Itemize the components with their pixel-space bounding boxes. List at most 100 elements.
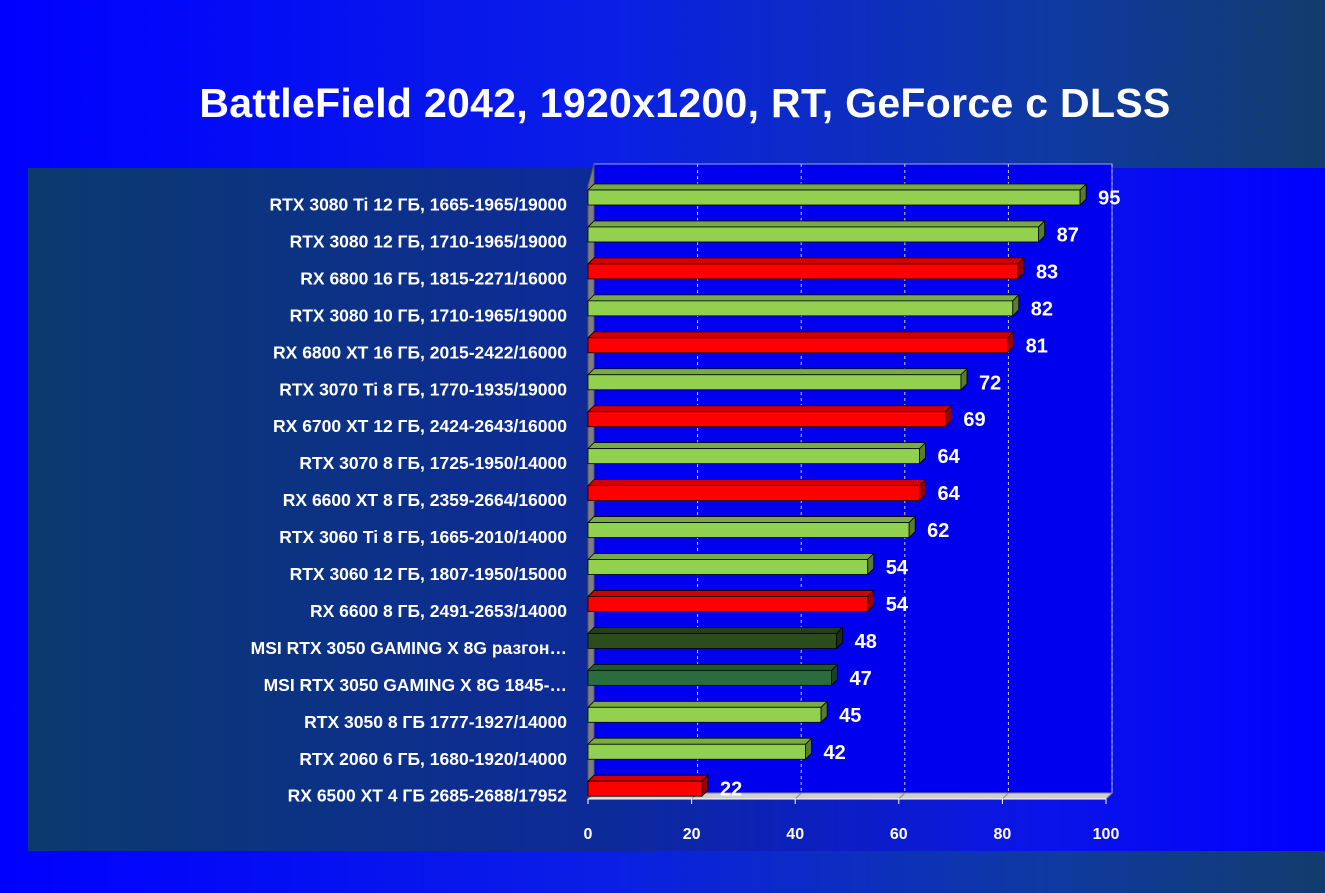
data-label: 81	[1026, 335, 1048, 357]
bar-front-face	[587, 559, 869, 575]
bar-end-face	[945, 404, 952, 428]
bar-front-face	[587, 411, 946, 428]
category-label: RTX 3060 Ti 8 ГБ, 1665-2010/14000	[279, 527, 567, 547]
category-label: RX 6800 XT 16 ГБ, 2015-2422/16000	[273, 342, 567, 362]
bar	[587, 663, 839, 687]
bar-top-face	[587, 368, 968, 376]
bar-top-face	[587, 553, 875, 560]
data-label: 54	[886, 594, 909, 616]
x-tick-label: 0	[584, 826, 593, 843]
data-label: 54	[886, 557, 909, 579]
bar-front-face	[587, 337, 1008, 354]
bar-front-face	[587, 522, 910, 538]
data-label: 64	[938, 446, 961, 468]
x-tick-label: 80	[994, 826, 1012, 843]
data-label: 87	[1057, 224, 1079, 246]
bar-top-face	[587, 627, 844, 634]
bar-top-face	[587, 737, 813, 745]
data-label: 48	[855, 631, 877, 653]
category-label: RX 6600 8 ГБ, 2491-2653/14000	[310, 601, 567, 621]
category-label: RTX 2060 6 ГБ, 1680-1920/14000	[299, 749, 567, 769]
bar-end-face	[867, 589, 875, 613]
bar-end-face	[1079, 183, 1087, 206]
bar	[587, 737, 813, 761]
bar-top-face	[587, 479, 927, 487]
category-label: RTX 3060 12 ГБ, 1807-1950/15000	[290, 564, 568, 584]
bar-top-face	[587, 405, 953, 413]
category-label: MSI RTX 3050 GAMING X 8G разгон…	[251, 638, 567, 658]
data-label: 64	[938, 483, 961, 505]
bar-front-face	[587, 485, 920, 502]
bar-front-face	[587, 596, 869, 612]
bar	[587, 293, 1020, 317]
data-label: 69	[963, 409, 985, 431]
data-label: 22	[720, 779, 742, 801]
bar-front-face	[587, 448, 920, 465]
data-label: 42	[824, 742, 846, 764]
bar-end-face	[919, 441, 926, 465]
bar-layer	[587, 183, 1088, 798]
bar-top-face	[587, 590, 875, 597]
bar-end-face	[701, 774, 709, 798]
data-label: 47	[849, 668, 871, 690]
bar-end-face	[836, 626, 844, 650]
data-label: 82	[1031, 298, 1053, 320]
bar-top-face	[587, 516, 917, 523]
bar-end-face	[919, 478, 926, 502]
bar	[587, 330, 1015, 354]
chart-title: BattleField 2042, 1920x1200, RT, GeForce…	[199, 80, 1171, 126]
data-label: 45	[839, 705, 861, 727]
bar-front-face	[587, 189, 1081, 206]
bar-end-face	[960, 367, 968, 391]
category-label: RTX 3070 8 ГБ, 1725-1950/14000	[299, 453, 567, 473]
bar-front-face	[587, 669, 832, 686]
bar-front-face	[587, 706, 822, 723]
bar-top-face	[587, 663, 839, 671]
bar	[587, 478, 927, 502]
bar-front-face	[587, 780, 703, 797]
bar	[587, 183, 1088, 206]
category-label: RX 6700 XT 12 ГБ, 2424-2643/16000	[273, 416, 567, 436]
x-tick-label: 40	[786, 826, 804, 843]
data-label: 62	[927, 520, 949, 542]
bar	[587, 774, 709, 798]
bar	[587, 700, 829, 724]
category-label: RX 6800 16 ГБ, 1815-2271/16000	[300, 268, 567, 288]
gridline-floor	[1002, 792, 1009, 800]
gridline-floor	[794, 792, 802, 800]
bar	[587, 515, 917, 539]
data-label: 83	[1036, 261, 1058, 283]
gridline-floor	[898, 792, 906, 800]
category-label: RX 6500 XT 4 ГБ 2685-2688/17952	[288, 786, 568, 806]
category-label: RX 6600 XT 8 ГБ, 2359-2664/16000	[283, 490, 567, 510]
bar-end-face	[867, 552, 875, 576]
category-label: RTX 3070 Ti 8 ГБ, 1770-1935/19000	[279, 379, 567, 399]
bar-top-face	[587, 220, 1046, 228]
x-tick-label: 60	[890, 826, 908, 843]
bar-end-face	[820, 700, 828, 724]
bar-top-face	[587, 331, 1015, 339]
bar-top-face	[587, 700, 829, 708]
bar	[587, 552, 875, 576]
bar	[587, 404, 953, 428]
category-label: RTX 3080 10 ГБ, 1710-1965/19000	[290, 305, 568, 325]
bar-top-face	[587, 774, 709, 782]
bar-front-face	[587, 633, 838, 649]
bar-end-face	[1012, 293, 1020, 317]
bar	[587, 367, 968, 391]
bar-end-face	[805, 737, 812, 761]
gridline-floor	[1105, 792, 1113, 800]
bar-top-face	[587, 257, 1025, 265]
axis-layer: 0 20 40 60 80 100	[584, 798, 1120, 843]
bar-front-face	[587, 263, 1019, 280]
bar-front-face	[587, 743, 806, 760]
category-label: RTX 3050 8 ГБ 1777-1927/14000	[304, 712, 567, 732]
x-tick-label: 20	[683, 826, 701, 843]
data-label: 72	[979, 372, 1001, 394]
x-tick-label: 100	[1093, 826, 1120, 843]
category-label: RTX 3080 Ti 12 ГБ, 1665-1965/19000	[269, 195, 567, 215]
bar-top-face	[587, 442, 927, 450]
bar	[587, 626, 844, 650]
bar-front-face	[587, 300, 1014, 317]
